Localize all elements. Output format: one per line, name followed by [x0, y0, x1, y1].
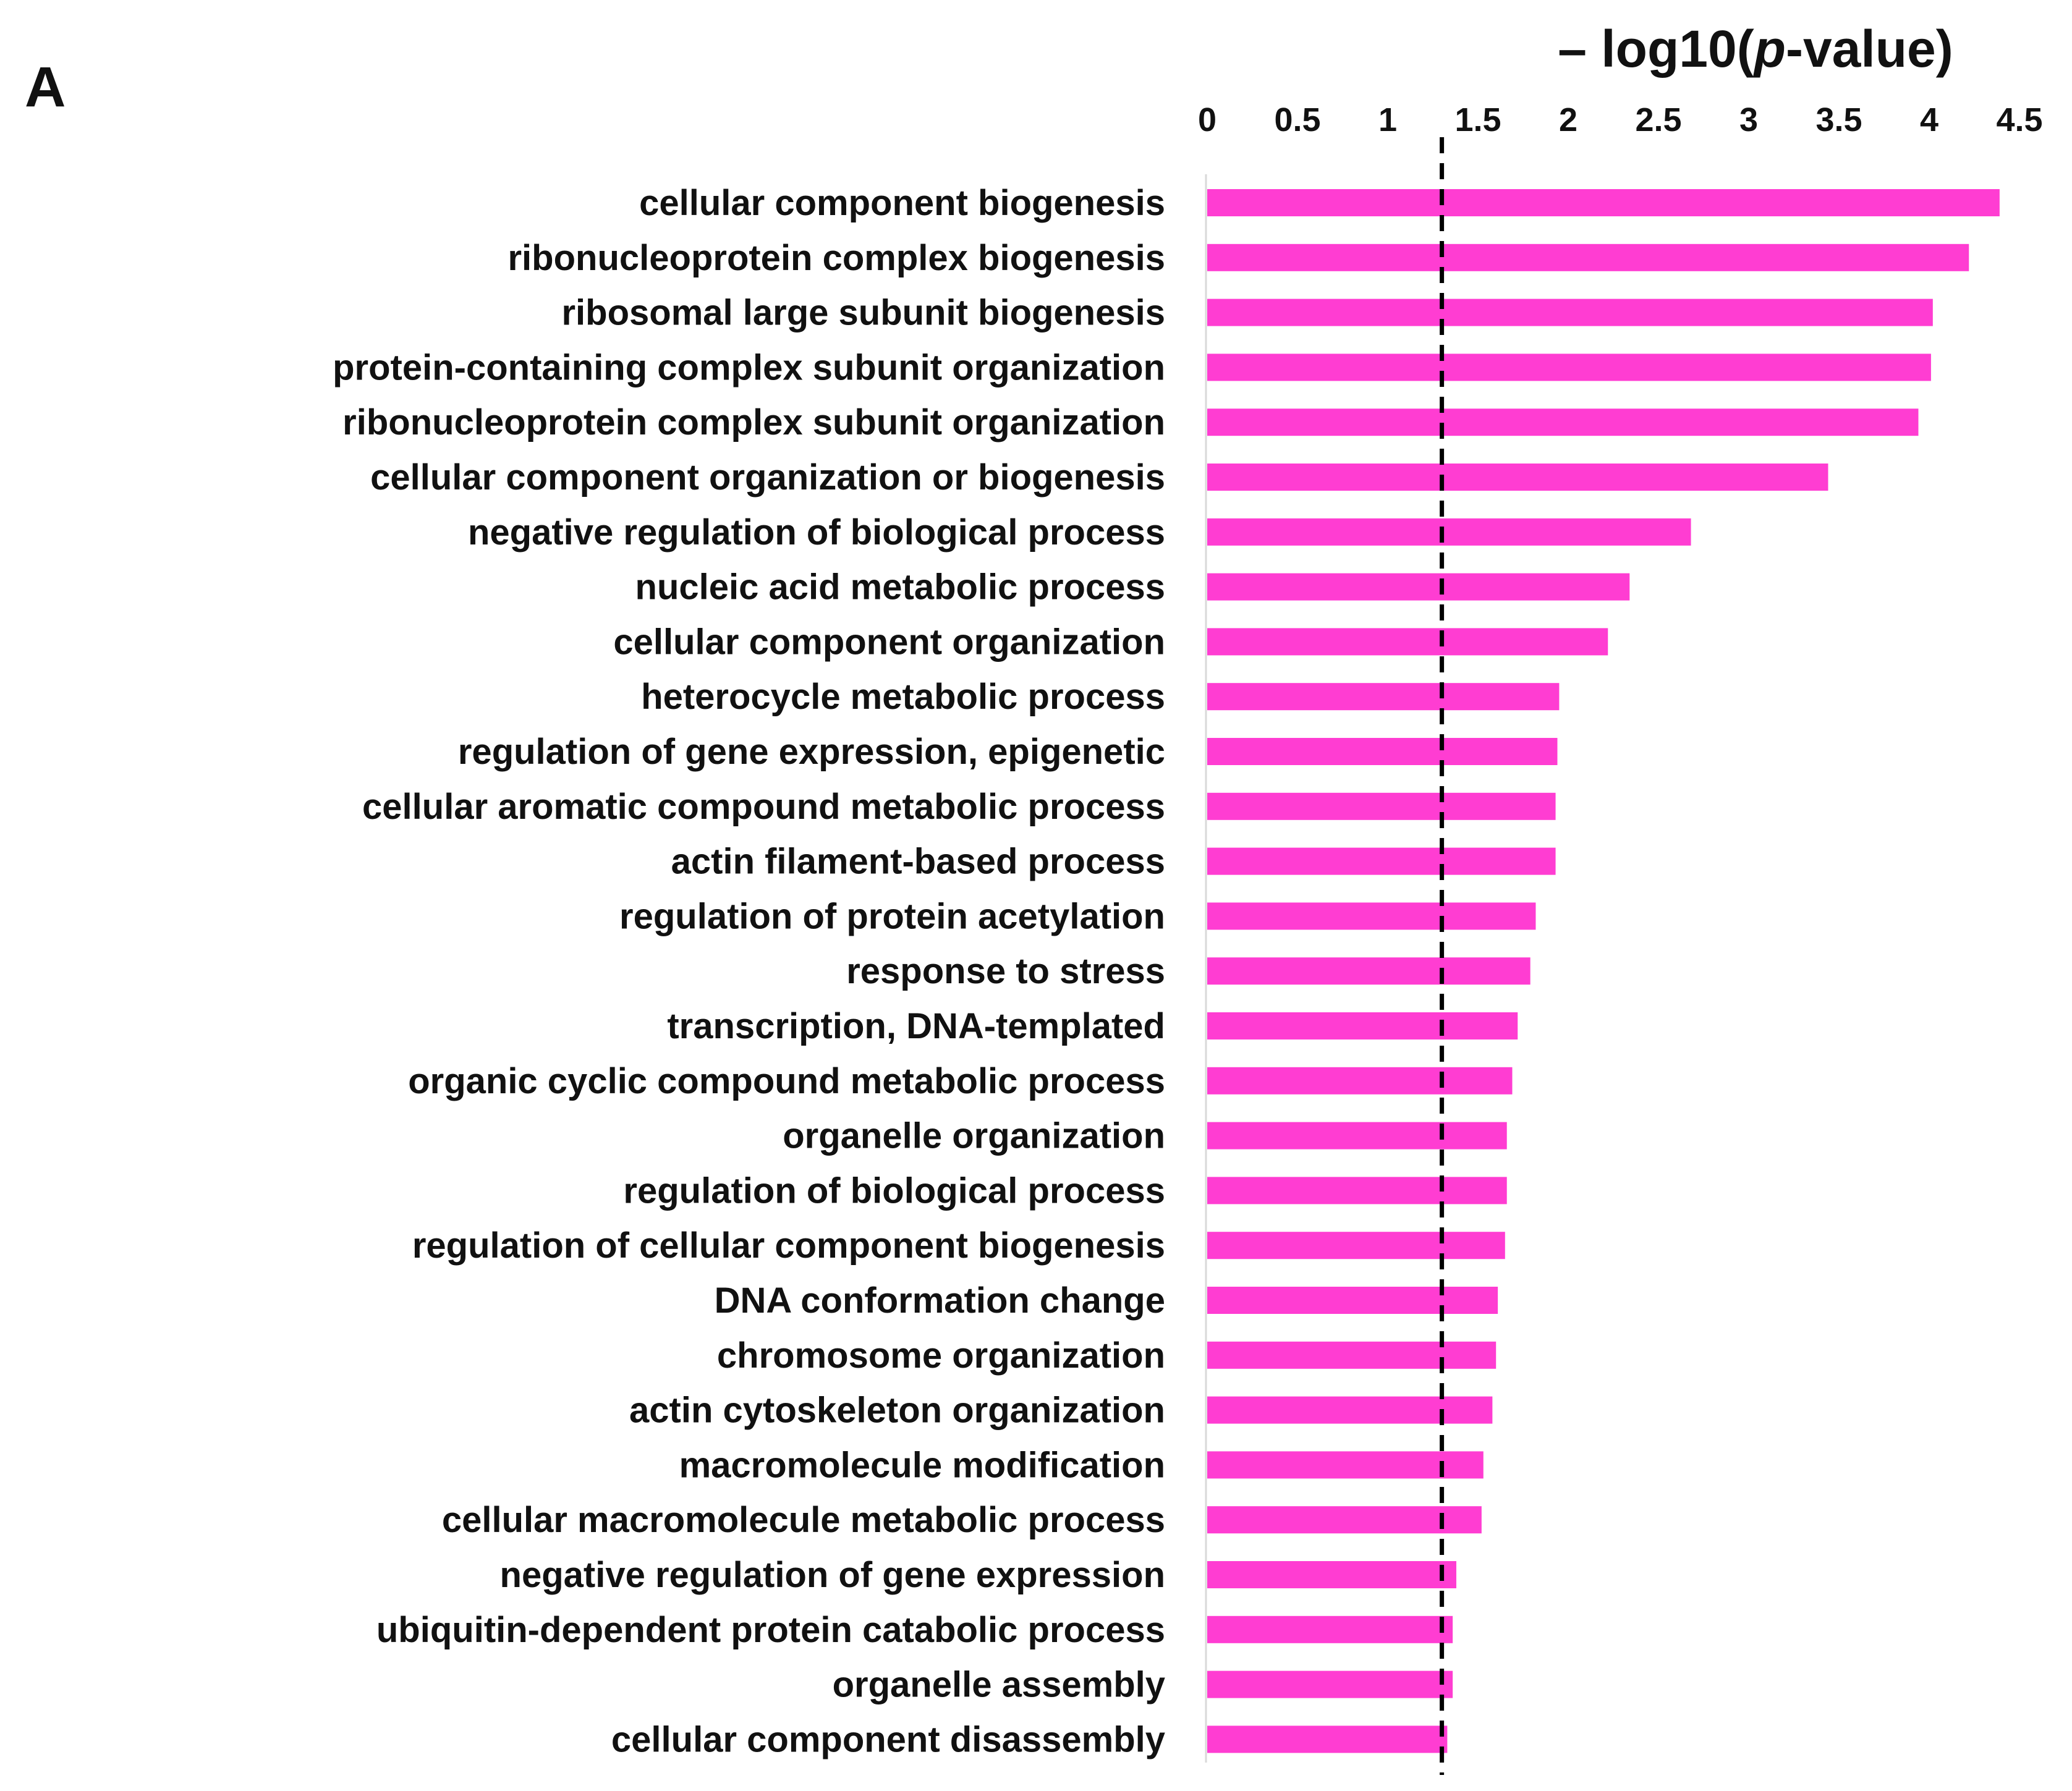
- bar: [1207, 847, 1556, 875]
- category-label: actin cytoskeleton organization: [629, 1391, 1165, 1431]
- x-tick-label: 4: [1920, 101, 1938, 138]
- bar: [1207, 1670, 1453, 1698]
- category-labels: cellular component biogenesis ribonucleop…: [333, 183, 1165, 1759]
- bar: [1207, 1177, 1507, 1205]
- bar: [1207, 628, 1608, 656]
- category-label: cellular component organization: [613, 622, 1165, 662]
- category-label: cellular component organization or bioge…: [370, 457, 1165, 498]
- bar: [1207, 1451, 1484, 1479]
- x-axis-title-italic: p: [1753, 20, 1786, 78]
- x-axis-ticks: 0 0.5 1 1.5 2 2.5 3 3.5 4 4.5: [1198, 101, 2043, 138]
- category-label: negative regulation of gene expression: [500, 1555, 1165, 1595]
- bar: [1207, 1396, 1493, 1424]
- bar: [1207, 1232, 1505, 1260]
- category-label: cellular component biogenesis: [639, 183, 1165, 223]
- bar: [1207, 1122, 1507, 1150]
- bar: [1207, 1287, 1498, 1314]
- category-label: macromolecule modification: [679, 1445, 1165, 1485]
- bar: [1207, 1012, 1518, 1039]
- bar: [1207, 1341, 1497, 1369]
- category-label: organic cyclic compound metabolic proces…: [408, 1061, 1165, 1101]
- bar: [1207, 1615, 1453, 1643]
- category-label: cellular macromolecule metabolic process: [442, 1500, 1165, 1540]
- panel-label: A: [25, 56, 66, 119]
- category-label: regulation of cellular component biogene…: [412, 1226, 1165, 1266]
- x-tick-label: 4.5: [1996, 101, 2042, 138]
- category-label: nucleic acid metabolic process: [635, 567, 1165, 608]
- category-label: regulation of biological process: [623, 1171, 1165, 1211]
- x-tick-label: 1: [1378, 101, 1397, 138]
- bar: [1207, 354, 1931, 381]
- category-label: regulation of gene expression, epigeneti…: [458, 732, 1165, 772]
- x-tick-label: 0: [1198, 101, 1216, 138]
- bar: [1207, 189, 2000, 216]
- bar: [1207, 792, 1556, 820]
- x-axis-title: – log10(p-value): [1558, 20, 1953, 78]
- bar: [1207, 298, 1933, 326]
- bar: [1207, 683, 1560, 711]
- category-label: organelle assembly: [833, 1665, 1165, 1705]
- x-axis-title-prefix: – log10(: [1558, 20, 1754, 78]
- category-label: cellular component disassembly: [611, 1719, 1165, 1759]
- bar: [1207, 957, 1531, 985]
- category-label: organelle organization: [783, 1116, 1165, 1156]
- category-label: chromosome organization: [717, 1336, 1165, 1376]
- x-tick-label: 3: [1739, 101, 1758, 138]
- bar: [1207, 243, 1969, 271]
- category-label: response to stress: [846, 951, 1165, 991]
- category-label: negative regulation of biological proces…: [468, 512, 1165, 553]
- category-label: regulation of protein acetylation: [619, 896, 1165, 936]
- bar: [1207, 1067, 1513, 1094]
- bar: [1207, 1725, 1448, 1753]
- category-label: ribonucleoprotein complex biogenesis: [507, 238, 1165, 278]
- bar: [1207, 738, 1558, 765]
- x-tick-label: 2: [1559, 101, 1577, 138]
- x-axis-title-suffix: -value): [1786, 20, 1953, 78]
- category-label: ribosomal large subunit biogenesis: [561, 293, 1165, 333]
- bar: [1207, 1506, 1482, 1534]
- x-tick-label: 2.5: [1635, 101, 1681, 138]
- category-label: transcription, DNA-templated: [667, 1006, 1165, 1046]
- x-tick-label: 1.5: [1454, 101, 1501, 138]
- bars: [1207, 189, 2000, 1753]
- category-label: protein-containing complex subunit organ…: [333, 347, 1165, 387]
- x-tick-label: 0.5: [1274, 101, 1320, 138]
- category-label: DNA conformation change: [715, 1281, 1165, 1321]
- bar: [1207, 1561, 1456, 1588]
- category-label: heterocycle metabolic process: [641, 677, 1165, 717]
- category-label: ribonucleoprotein complex subunit organi…: [342, 402, 1165, 442]
- bar: [1207, 409, 1919, 436]
- category-label: cellular aromatic compound metabolic pro…: [362, 787, 1165, 827]
- bar: [1207, 464, 1828, 491]
- category-label: ubiquitin-dependent protein catabolic pr…: [376, 1610, 1165, 1650]
- bar: [1207, 573, 1630, 601]
- category-label: actin filament-based process: [671, 842, 1165, 882]
- x-tick-label: 3.5: [1815, 101, 1862, 138]
- bar: [1207, 518, 1691, 546]
- bar: [1207, 902, 1536, 930]
